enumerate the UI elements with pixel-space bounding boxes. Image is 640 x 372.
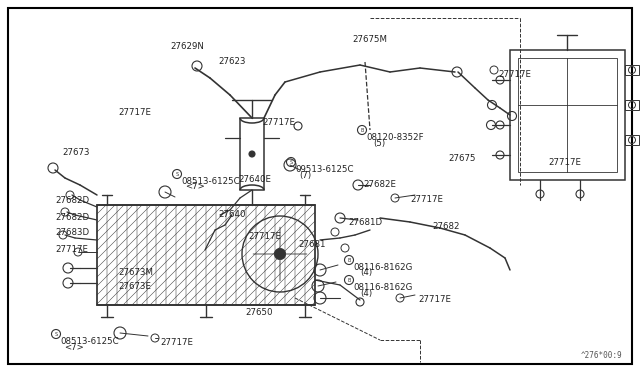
- Text: 27717E: 27717E: [160, 338, 193, 347]
- Text: 08116-8162G: 08116-8162G: [353, 283, 412, 292]
- Circle shape: [249, 151, 255, 157]
- Text: 27681: 27681: [298, 240, 326, 249]
- Text: B: B: [348, 278, 351, 282]
- Text: 08513-6125C: 08513-6125C: [181, 177, 239, 186]
- Bar: [625, 100, 639, 110]
- Text: 27682: 27682: [432, 222, 460, 231]
- Text: 27640: 27640: [218, 210, 246, 219]
- Text: (4): (4): [360, 268, 372, 277]
- Text: 27682E: 27682E: [363, 180, 396, 189]
- Text: 27717E: 27717E: [418, 295, 451, 304]
- Bar: [240, 118, 264, 190]
- Text: 27717E: 27717E: [118, 108, 151, 117]
- Bar: [625, 135, 639, 145]
- Text: 08116-8162G: 08116-8162G: [353, 263, 412, 272]
- Bar: [518, 58, 617, 172]
- Text: 27650: 27650: [245, 308, 273, 317]
- Text: B: B: [360, 128, 364, 132]
- Text: 27682D: 27682D: [55, 213, 89, 222]
- Text: 27673M: 27673M: [118, 268, 153, 277]
- Text: S: S: [175, 171, 179, 176]
- Text: 27675: 27675: [448, 154, 476, 163]
- Text: (7): (7): [299, 171, 311, 180]
- Text: 27717E: 27717E: [55, 245, 88, 254]
- Bar: [97, 205, 315, 305]
- Text: 27717E: 27717E: [548, 158, 581, 167]
- Text: 27673E: 27673E: [118, 282, 151, 291]
- Text: 27717E: 27717E: [498, 70, 531, 79]
- Text: (5): (5): [373, 139, 385, 148]
- Text: ^276*00:9: ^276*00:9: [580, 351, 622, 360]
- Text: 27717E: 27717E: [262, 118, 295, 127]
- Text: 27623: 27623: [218, 57, 246, 66]
- Bar: [625, 65, 639, 75]
- Text: 09513-6125C: 09513-6125C: [295, 165, 353, 174]
- Bar: [510, 50, 625, 180]
- Text: S: S: [289, 160, 292, 164]
- Text: <7>: <7>: [185, 182, 205, 191]
- Text: <7>: <7>: [64, 343, 84, 352]
- Text: 08120-8352F: 08120-8352F: [366, 133, 424, 142]
- Text: 27673: 27673: [62, 148, 90, 157]
- Text: 08513-6125C: 08513-6125C: [60, 337, 118, 346]
- Text: 27683D: 27683D: [55, 228, 89, 237]
- Text: 27681D: 27681D: [348, 218, 382, 227]
- Text: B: B: [348, 257, 351, 263]
- Text: 27717E: 27717E: [410, 195, 443, 204]
- Text: (4): (4): [360, 289, 372, 298]
- Text: 27682D: 27682D: [55, 196, 89, 205]
- Circle shape: [275, 248, 285, 260]
- Text: 27640E: 27640E: [238, 175, 271, 184]
- Text: 27629N: 27629N: [170, 42, 204, 51]
- Text: 27675M: 27675M: [352, 35, 387, 44]
- Text: 27717E: 27717E: [248, 232, 281, 241]
- Text: S: S: [54, 331, 58, 337]
